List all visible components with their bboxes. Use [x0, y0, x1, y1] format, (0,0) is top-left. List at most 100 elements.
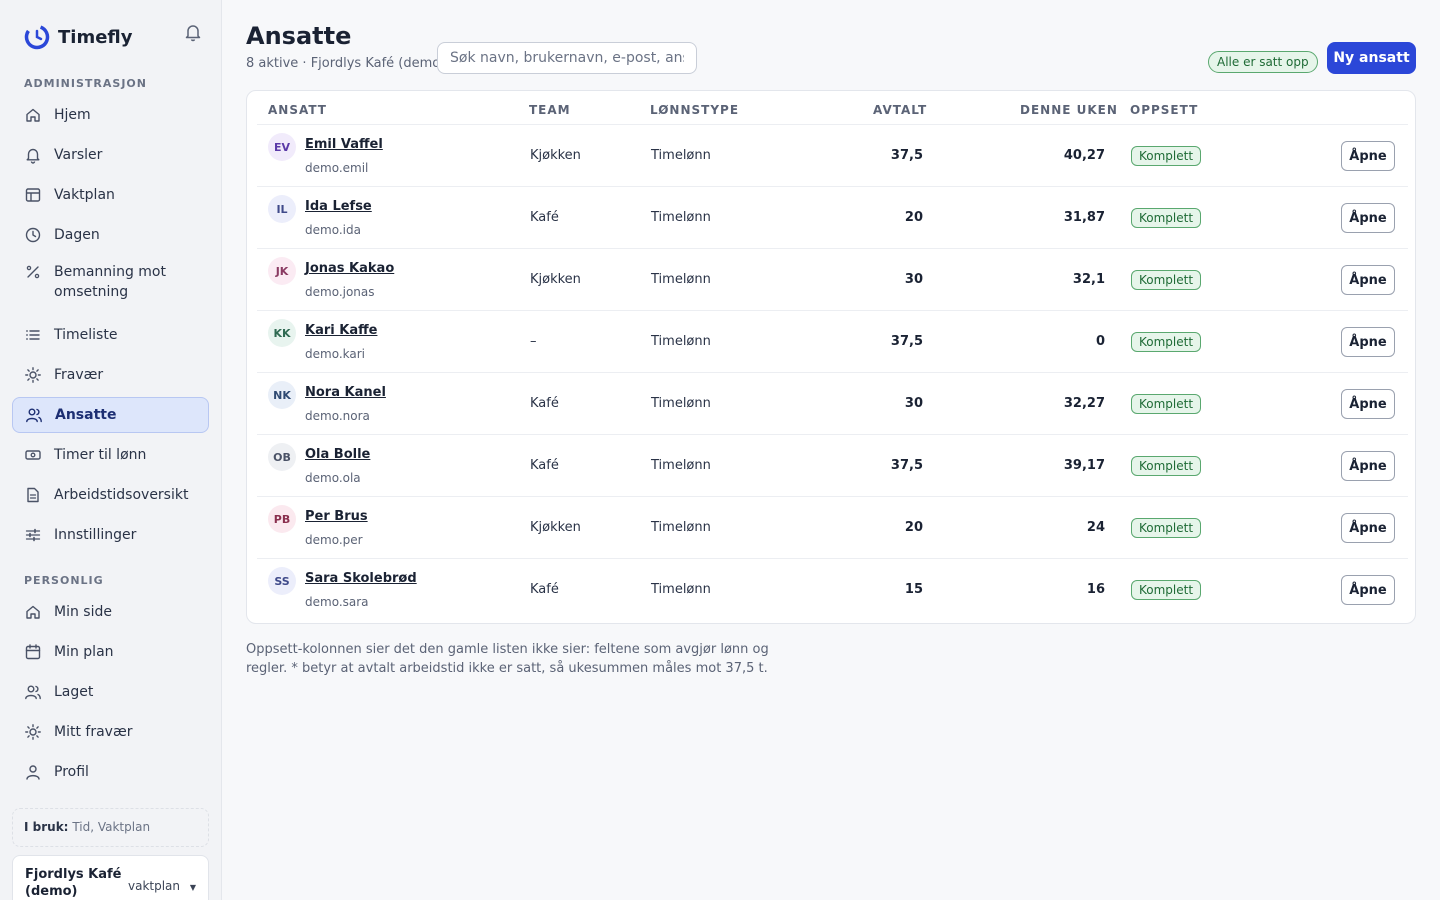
sidebar-item-label: Innstillinger: [54, 527, 137, 543]
column-header-pay-type: LØNNSTYPE: [650, 103, 740, 117]
open-employee-button[interactable]: Åpne: [1341, 575, 1395, 605]
pay-type-cell: Timelønn: [651, 520, 711, 535]
home-icon: [24, 603, 42, 621]
sidebar-item-profil[interactable]: Profil: [12, 754, 209, 790]
sidebar-item-label: Profil: [54, 764, 89, 780]
avatar: NK: [268, 381, 296, 409]
team-cell: Kafé: [530, 210, 559, 225]
employees-table: ANSATT TEAM LØNNSTYPE AVTALT DENNE UKEN …: [246, 90, 1416, 624]
setup-status-badge: Komplett: [1131, 580, 1202, 600]
employee-name-link[interactable]: Sara Skolebrød: [305, 571, 417, 586]
search-input[interactable]: [437, 42, 697, 74]
personal-section-label: PERSONLIG: [24, 574, 104, 587]
open-employee-button[interactable]: Åpne: [1341, 513, 1395, 543]
sidebar-item-label: Bemanning mot omsetning: [54, 264, 166, 300]
open-employee-button[interactable]: Åpne: [1341, 141, 1395, 171]
this-week-hours-cell: 0: [1095, 334, 1105, 349]
new-employee-button[interactable]: Ny ansatt: [1327, 42, 1416, 74]
percent-icon: [24, 263, 42, 281]
employee-name-link[interactable]: Ola Bolle: [305, 447, 371, 462]
sidebar-item-innstillinger[interactable]: Innstillinger: [12, 517, 209, 553]
brand[interactable]: Timefly: [24, 24, 133, 50]
team-cell: Kjøkken: [530, 272, 581, 287]
employee-name-link[interactable]: Nora Kanel: [305, 385, 386, 400]
sidebar-item-label: Mitt fravær: [54, 724, 133, 740]
this-week-hours-cell: 40,27: [1063, 148, 1105, 163]
pay-type-cell: Timelønn: [651, 582, 711, 597]
sidebar-item-label: Hjem: [54, 107, 91, 123]
employee-name-link[interactable]: Emil Vaffel: [305, 137, 383, 152]
table-row: JK Jonas Kakao demo.jonas Kjøkken Timelønn 30…: [257, 248, 1408, 310]
employee-username: demo.ida: [305, 223, 361, 237]
list-icon: [24, 326, 42, 344]
team-cell: –: [530, 334, 537, 349]
table-row: EV Emil Vaffel demo.emil Kjøkken Timelønn 37,…: [257, 124, 1408, 186]
column-header-this-week: DENNE UKEN: [1020, 103, 1118, 117]
notifications-bell-icon[interactable]: [183, 22, 203, 42]
setup-status-badge: Komplett: [1131, 394, 1202, 414]
sidebar-item-laget[interactable]: Laget: [12, 674, 209, 710]
sidebar-item-timer-til-lonn[interactable]: Timer til lønn: [12, 437, 209, 473]
org-plan-select[interactable]: vaktplan ▼: [128, 879, 196, 900]
open-employee-button[interactable]: Åpne: [1341, 265, 1395, 295]
sliders-icon: [24, 526, 42, 544]
employee-username: demo.kari: [305, 347, 365, 361]
employee-name-link[interactable]: Per Brus: [305, 509, 368, 524]
users-icon: [24, 683, 42, 701]
this-week-hours-cell: 16: [1086, 582, 1105, 597]
agreed-hours-cell: 37,5: [890, 334, 923, 349]
sidebar-item-hjem[interactable]: Hjem: [12, 97, 209, 133]
sidebar-item-ansatte[interactable]: Ansatte: [12, 397, 209, 433]
app-name: Timefly: [58, 26, 133, 48]
column-header-setup: OPPSETT: [1130, 103, 1199, 117]
timefly-logo-icon: [24, 24, 50, 50]
sidebar-item-label: Ansatte: [55, 407, 117, 423]
this-week-hours-cell: 32,1: [1072, 272, 1105, 287]
sidebar-item-label: Timeliste: [54, 327, 118, 343]
pay-type-cell: Timelønn: [651, 148, 711, 163]
team-cell: Kjøkken: [530, 520, 581, 535]
pay-type-cell: Timelønn: [651, 396, 711, 411]
employee-username: demo.ola: [305, 471, 361, 485]
employee-username: demo.sara: [305, 595, 369, 609]
pay-type-cell: Timelønn: [651, 334, 711, 349]
open-employee-button[interactable]: Åpne: [1341, 451, 1395, 481]
sidebar-item-varsler[interactable]: Varsler: [12, 137, 209, 173]
sidebar-item-label: Fravær: [54, 367, 104, 383]
in-use-label: I bruk:: [24, 820, 69, 834]
open-employee-button[interactable]: Åpne: [1341, 327, 1395, 357]
in-use-info: I bruk: Tid, Vaktplan: [12, 808, 209, 847]
avatar: EV: [268, 133, 296, 161]
team-cell: Kafé: [530, 458, 559, 473]
sidebar-item-min-side[interactable]: Min side: [12, 594, 209, 630]
sidebar-item-dagen[interactable]: Dagen: [12, 217, 209, 253]
sidebar-item-arbeidstidsoversikt[interactable]: Arbeidstidsoversikt: [12, 477, 209, 513]
table-row: NK Nora Kanel demo.nora Kafé Timelønn 30 32,27…: [257, 372, 1408, 434]
sidebar-item-timeliste[interactable]: Timeliste: [12, 317, 209, 353]
org-plan-value: vaktplan: [127, 879, 181, 893]
agreed-hours-cell: 37,5: [890, 458, 923, 473]
sidebar-item-vaktplan[interactable]: Vaktplan: [12, 177, 209, 213]
sidebar-item-bemanning-mot-omsetning[interactable]: Bemanning mot omsetning: [12, 257, 209, 305]
pay-type-cell: Timelønn: [651, 210, 711, 225]
setup-status-badge: Alle er satt opp: [1208, 51, 1318, 73]
avatar: OB: [268, 443, 296, 471]
setup-status-badge: Komplett: [1131, 270, 1202, 290]
clock-icon: [24, 226, 42, 244]
avatar: KK: [268, 319, 296, 347]
open-employee-button[interactable]: Åpne: [1341, 203, 1395, 233]
sidebar-item-min-plan[interactable]: Min plan: [12, 634, 209, 670]
sidebar-item-mitt-fravaer[interactable]: Mitt fravær: [12, 714, 209, 750]
document-icon: [24, 486, 42, 504]
team-cell: Kjøkken: [530, 148, 581, 163]
employee-name-link[interactable]: Kari Kaffe: [305, 323, 378, 338]
sidebar-item-fravaer[interactable]: Fravær: [12, 357, 209, 393]
org-switcher[interactable]: Fjordlys Kafé (demo) vaktplan ▼: [12, 855, 209, 900]
setup-status-badge: Komplett: [1131, 208, 1202, 228]
column-header-employee: ANSATT: [268, 103, 327, 117]
employee-name-link[interactable]: Ida Lefse: [305, 199, 372, 214]
avatar: PB: [268, 505, 296, 533]
open-employee-button[interactable]: Åpne: [1341, 389, 1395, 419]
employee-name-link[interactable]: Jonas Kakao: [305, 261, 395, 276]
agreed-hours-cell: 30: [904, 396, 923, 411]
